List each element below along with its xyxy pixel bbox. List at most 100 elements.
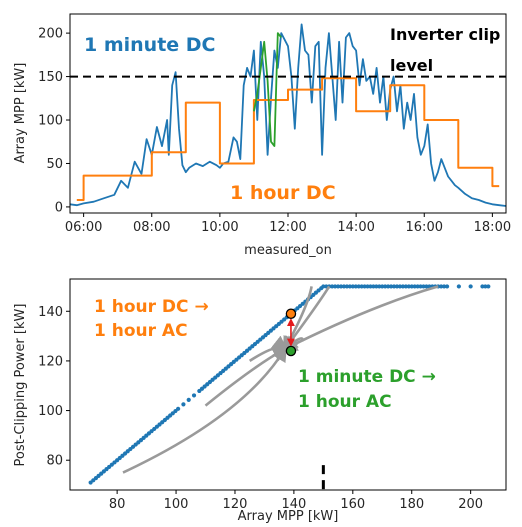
top-x-tick-label: 18:00 — [474, 220, 511, 235]
scatter-point — [424, 284, 429, 289]
scatter-point — [359, 284, 364, 289]
bottom-chart: 80 100 120 140 160 180 200 80 100 120 140 Array M… — [13, 278, 507, 524]
hour-dc-annotation: 1 hour DC — [230, 182, 336, 204]
scatter-point — [333, 284, 338, 289]
scatter-point — [389, 284, 394, 289]
scatter-point — [176, 406, 181, 411]
scatter-point — [383, 284, 388, 289]
top-y-axis: 0 50 100 150 200 — [38, 27, 70, 215]
scatter-point — [403, 284, 408, 289]
highlight-markers — [285, 308, 297, 357]
scatter-point — [371, 284, 376, 289]
scatter-point — [191, 393, 197, 398]
top-x-tick-label: 14:00 — [337, 220, 374, 235]
scatter-point — [439, 284, 444, 289]
clip-annotation-line1: Inverter clip — [390, 25, 500, 44]
scatter-point — [444, 284, 450, 289]
top-y-tick-label: 100 — [38, 114, 63, 129]
gray-arrow — [281, 285, 439, 351]
bottom-y-tick-label: 100 — [38, 404, 63, 419]
bottom-y-tick-label: 140 — [38, 305, 63, 320]
scatter-point — [468, 284, 473, 289]
scatter-point — [386, 284, 391, 289]
series-line-2 — [253, 32, 282, 148]
top-y-tick-label: 0 — [55, 200, 63, 215]
top-y-tick-label: 50 — [46, 157, 63, 172]
top-series-layer — [69, 23, 507, 207]
scatter-point — [442, 284, 447, 289]
top-x-axis: 06:00 08:00 10:00 12:00 14:00 16:00 18:00 — [65, 213, 511, 235]
gray-arrow — [248, 335, 288, 362]
scatter-point — [365, 284, 370, 289]
scatter-point — [380, 284, 385, 289]
minute-dc-marker — [285, 345, 297, 357]
scatter-point — [356, 284, 361, 289]
hour-dc-marker — [285, 308, 297, 320]
bottom-x-tick-label: 160 — [340, 497, 365, 512]
arrows-layer — [122, 285, 439, 474]
scatter-point — [341, 284, 347, 289]
gray-arrow — [122, 345, 287, 474]
scatter-point — [321, 284, 326, 289]
scatter-point — [483, 284, 488, 289]
bottom-x-axis-label: Array MPP [kW] — [238, 509, 339, 524]
scatter-point — [181, 402, 186, 407]
bottom-y-tick-label: 120 — [38, 354, 63, 369]
scatter-point — [344, 284, 350, 289]
scatter-point — [400, 284, 405, 289]
scatter-point — [330, 284, 335, 289]
hour-dc-ac-annotation-line1: 1 hour DC → — [94, 297, 209, 317]
bottom-x-tick-label: 200 — [458, 497, 483, 512]
scatter-point — [186, 397, 191, 402]
bottom-y-axis-label: Post-Clipping Power [kW] — [13, 304, 28, 467]
scatter-point — [456, 284, 461, 289]
scatter-points-layer — [88, 284, 491, 485]
top-chart: 06:00 08:00 10:00 12:00 14:00 16:00 18:00 0 50 1… — [13, 13, 511, 258]
scatter-point — [335, 284, 341, 289]
scatter-point — [362, 284, 367, 289]
top-y-tick-label: 150 — [38, 70, 63, 85]
bottom-x-tick-label: 100 — [164, 497, 189, 512]
minute-dc-annotation: 1 minute DC — [84, 34, 216, 56]
scatter-point — [338, 284, 344, 289]
top-x-tick-label: 06:00 — [65, 220, 102, 235]
scatter-point — [374, 284, 379, 289]
scatter-point — [418, 284, 423, 289]
scatter-point — [415, 284, 420, 289]
bottom-x-tick-label: 140 — [281, 497, 306, 512]
scatter-point — [368, 284, 373, 289]
scatter-point — [486, 284, 491, 289]
scatter-point — [412, 284, 417, 289]
top-y-axis-label: Array MPP [kW] — [13, 63, 28, 164]
scatter-point — [350, 284, 355, 289]
top-x-axis-label: measured_on — [244, 243, 332, 258]
clip-annotation-line2: level — [390, 56, 433, 75]
minute-dc-ac-annotation-line2: 1 hour AC — [298, 392, 392, 412]
bottom-x-tick-label: 80 — [109, 497, 126, 512]
scatter-point — [397, 284, 403, 289]
top-x-tick-label: 16:00 — [406, 220, 443, 235]
bottom-x-tick-label: 120 — [223, 497, 248, 512]
top-y-tick-label: 200 — [38, 27, 63, 42]
top-x-tick-label: 10:00 — [201, 220, 238, 235]
hour-dc-ac-annotation-line2: 1 hour AC — [94, 321, 188, 341]
scatter-point — [394, 284, 400, 289]
bottom-y-axis: 80 100 120 140 — [38, 305, 70, 469]
series-line-1 — [76, 77, 500, 201]
bottom-plot-frame — [69, 278, 507, 491]
scatter-point — [421, 284, 426, 289]
scatter-point — [353, 284, 358, 289]
gray-arrow — [204, 347, 289, 407]
top-x-tick-label: 12:00 — [269, 220, 306, 235]
scatter-point — [347, 284, 352, 289]
scatter-point — [480, 284, 485, 289]
top-x-tick-label: 08:00 — [133, 220, 170, 235]
bottom-x-tick-label: 180 — [399, 497, 424, 512]
scatter-point — [377, 284, 382, 289]
scatter-point — [406, 284, 411, 289]
minute-dc-ac-annotation-line1: 1 minute DC → — [298, 367, 436, 387]
bottom-y-tick-label: 80 — [46, 454, 63, 469]
scatter-point — [391, 284, 397, 289]
series-line-0 — [69, 23, 507, 207]
